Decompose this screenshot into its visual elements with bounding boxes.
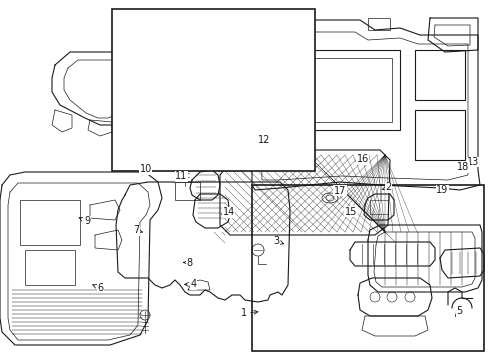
Text: 4: 4	[184, 279, 196, 289]
Polygon shape	[193, 194, 229, 228]
Bar	[262, 140, 271, 151]
Text: 11: 11	[175, 171, 187, 181]
Polygon shape	[363, 194, 393, 220]
Polygon shape	[251, 20, 479, 190]
Polygon shape	[357, 278, 431, 316]
Text: 3: 3	[273, 236, 283, 246]
Bar	[251, 185, 483, 351]
Bar	[25, 250, 75, 285]
Bar	[367, 18, 389, 30]
Text: 17: 17	[333, 186, 346, 196]
Bar	[414, 110, 464, 160]
Text: 19: 19	[435, 185, 448, 195]
Polygon shape	[367, 225, 481, 292]
Polygon shape	[0, 172, 162, 345]
Polygon shape	[52, 52, 142, 125]
Text: 10: 10	[139, 164, 152, 175]
Text: 1: 1	[241, 308, 257, 318]
Text: 18: 18	[456, 162, 469, 172]
Bar	[20, 200, 80, 245]
Bar	[414, 50, 464, 100]
Bar	[254, 22, 274, 35]
Bar	[112, 9, 315, 171]
Text: 9: 9	[79, 216, 90, 226]
Bar	[369, 200, 387, 214]
Polygon shape	[190, 170, 220, 200]
Text: 13: 13	[466, 157, 479, 167]
Text: 12: 12	[257, 135, 270, 145]
Bar	[278, 58, 391, 122]
Bar	[269, 50, 399, 130]
Polygon shape	[439, 248, 483, 278]
Polygon shape	[427, 18, 477, 52]
Text: 16: 16	[356, 154, 368, 164]
Text: 6: 6	[93, 283, 103, 293]
Text: 2: 2	[382, 182, 391, 192]
Polygon shape	[220, 150, 389, 235]
Text: 7: 7	[133, 225, 142, 235]
Text: 15: 15	[344, 207, 357, 217]
Polygon shape	[258, 136, 275, 154]
Polygon shape	[349, 242, 434, 266]
Text: 14: 14	[222, 207, 235, 217]
Text: 8: 8	[183, 258, 192, 268]
Text: 5: 5	[454, 306, 462, 316]
